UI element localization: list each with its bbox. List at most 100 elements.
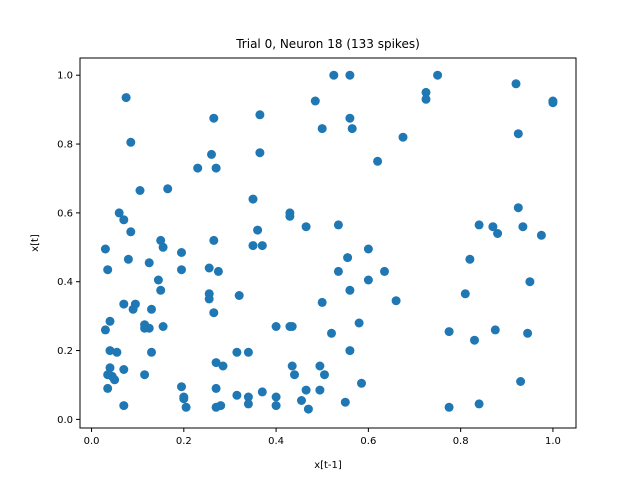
scatter-point xyxy=(119,215,129,225)
scatter-point xyxy=(363,244,373,254)
scatter-point xyxy=(156,235,166,245)
scatter-point xyxy=(209,235,219,245)
scatter-point xyxy=(177,382,186,392)
scatter-point xyxy=(130,299,140,309)
scatter-point xyxy=(398,132,408,142)
scatter-point xyxy=(490,325,500,335)
scatter-point xyxy=(327,328,336,338)
scatter-point xyxy=(211,358,221,368)
scatter-point xyxy=(211,383,221,393)
y-tick-label: 0.6 xyxy=(57,208,73,219)
scatter-point xyxy=(354,318,364,328)
scatter-point xyxy=(345,346,355,356)
scatter-point xyxy=(310,96,320,106)
scatter-point xyxy=(488,222,498,232)
plot-frame xyxy=(79,57,577,429)
scatter-point xyxy=(153,275,163,285)
scatter-point xyxy=(287,361,297,371)
x-tick-label: 1.0 xyxy=(545,436,561,447)
scatter-point xyxy=(216,401,226,411)
scatter-point xyxy=(290,370,299,380)
scatter-point xyxy=(213,266,223,276)
scatter-point xyxy=(193,163,203,173)
scatter-point xyxy=(255,110,265,120)
scatter-point xyxy=(211,163,221,173)
scatter-point xyxy=(363,275,373,285)
scatter-point xyxy=(465,254,475,264)
scatter-point xyxy=(147,347,156,357)
scatter-point xyxy=(317,297,327,307)
scatter-point xyxy=(257,241,267,251)
scatter-point xyxy=(317,124,327,134)
scatter-point xyxy=(320,370,329,380)
scatter-point xyxy=(177,248,186,257)
scatter-point xyxy=(271,392,281,402)
scatter-point xyxy=(114,208,124,218)
scatter-point xyxy=(513,129,523,139)
y-tick-label: 1.0 xyxy=(57,71,73,82)
scatter-point xyxy=(421,94,431,104)
scatter-point xyxy=(209,308,219,318)
scatter-point xyxy=(158,242,168,252)
scatter-point xyxy=(271,401,281,411)
scatter-point xyxy=(163,184,173,194)
scatter-point xyxy=(147,304,156,314)
scatter-point xyxy=(474,399,484,409)
scatter-point xyxy=(135,186,145,195)
scatter-point xyxy=(470,335,479,345)
scatter-point xyxy=(285,322,295,331)
y-tick-label: 0.0 xyxy=(57,415,73,426)
scatter-point xyxy=(144,258,154,268)
y-axis-ticks: 0.0 0.2 0.4 0.6 0.8 1.0 xyxy=(57,71,80,426)
scatter-point xyxy=(119,401,129,411)
scatter-point xyxy=(177,265,186,275)
scatter-point xyxy=(105,316,115,326)
scatter-point xyxy=(243,399,253,409)
scatter-point xyxy=(105,363,115,373)
scatter-point xyxy=(474,220,484,230)
scatter-point xyxy=(297,396,306,405)
scatter-point xyxy=(373,156,383,166)
x-tick-label: 0.0 xyxy=(84,436,100,447)
scatter-point xyxy=(345,113,355,123)
scatter-point xyxy=(204,294,214,304)
scatter-point xyxy=(207,149,216,159)
scatter-point xyxy=(315,361,325,371)
scatter-point xyxy=(525,277,535,287)
scatter-point xyxy=(536,230,546,240)
x-tick-label: 0.8 xyxy=(453,436,469,447)
chart-title: Trial 0, Neuron 18 (133 spikes) xyxy=(235,37,420,51)
scatter-point xyxy=(493,229,503,238)
x-axis-label: x[t-1] xyxy=(314,460,342,471)
scatter-points xyxy=(100,70,558,414)
scatter-point xyxy=(460,289,470,299)
scatter-point xyxy=(119,299,129,309)
scatter-point xyxy=(105,346,115,356)
y-tick-label: 0.4 xyxy=(57,277,73,288)
scatter-point xyxy=(248,194,258,204)
scatter-point xyxy=(285,211,295,221)
scatter-point xyxy=(391,296,401,306)
y-tick-label: 0.8 xyxy=(57,140,73,151)
scatter-point xyxy=(144,323,154,333)
scatter-point xyxy=(301,222,311,232)
scatter-point xyxy=(444,402,454,412)
y-tick-label: 0.2 xyxy=(57,346,73,357)
scatter-point xyxy=(234,291,244,300)
scatter-point xyxy=(333,266,343,276)
scatter-point xyxy=(315,385,325,395)
scatter-point xyxy=(119,365,129,374)
scatter-point xyxy=(204,263,214,273)
x-tick-label: 0.4 xyxy=(268,436,284,447)
scatter-point xyxy=(243,347,253,357)
scatter-point xyxy=(209,113,219,123)
scatter-point xyxy=(357,378,366,388)
scatter-point xyxy=(271,322,281,331)
scatter-point xyxy=(343,253,353,263)
scatter-point xyxy=(232,347,242,357)
scatter-point xyxy=(548,98,558,108)
scatter-point xyxy=(257,387,267,397)
scatter-point xyxy=(103,265,113,275)
